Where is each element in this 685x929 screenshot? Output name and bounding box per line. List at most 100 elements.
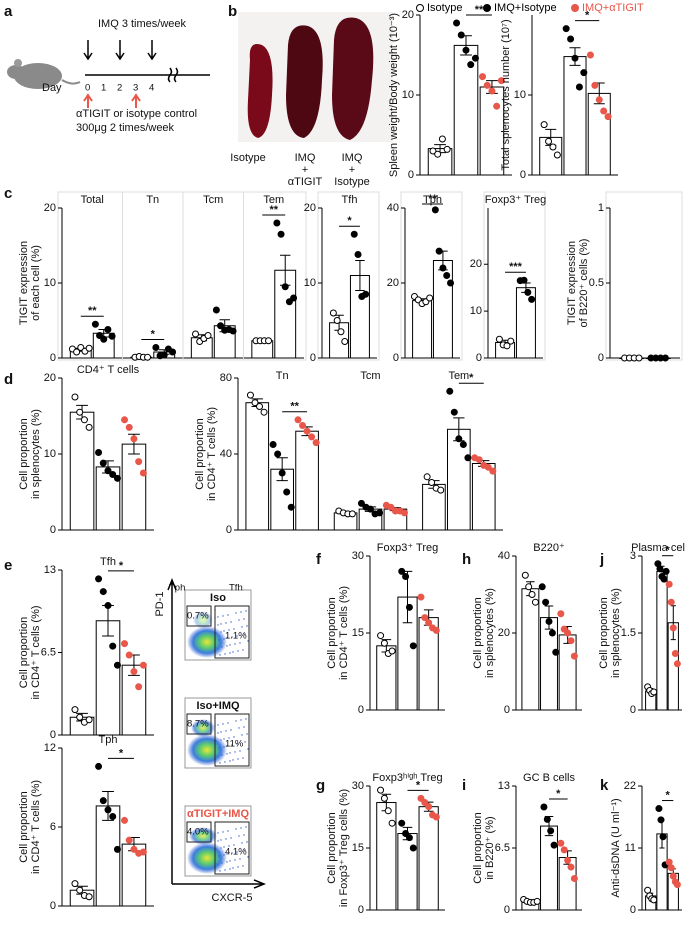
data-point [428, 479, 436, 486]
data-point [76, 713, 84, 721]
y-axis-label: of B220⁺ cells (%) [578, 239, 590, 328]
event-dot [221, 754, 223, 756]
event-dot [240, 719, 242, 721]
data-point [503, 342, 511, 350]
y-tick-label: 30 [352, 780, 364, 792]
event-dot [216, 755, 218, 757]
y-tick-label: 12 [44, 742, 56, 754]
axis-arrow [167, 577, 267, 889]
event-dot [238, 727, 240, 729]
event-dot [216, 863, 218, 865]
data-point [557, 839, 565, 847]
data-point [95, 448, 103, 456]
data-point [421, 614, 429, 622]
data-point [417, 593, 425, 601]
event-dot [226, 753, 228, 755]
event-dot [228, 737, 230, 739]
event-dot [219, 762, 221, 764]
data-point [121, 816, 129, 824]
y-tick-label: 10 [402, 89, 414, 101]
significance: * [666, 789, 671, 801]
event-dot [219, 654, 221, 656]
y-tick-label: 30 [352, 550, 364, 562]
data-point [71, 880, 79, 888]
event-dot [232, 759, 234, 761]
panel-label: g [316, 777, 325, 794]
frame [317, 191, 380, 361]
density [189, 827, 217, 845]
y-tick-label: 0 [520, 169, 526, 181]
photo-label: Isotype [230, 152, 265, 164]
data-point [273, 219, 281, 227]
y-tick-label: 40 [498, 550, 510, 562]
error-bar [355, 260, 365, 291]
data-point [580, 69, 588, 77]
data-point [446, 387, 454, 395]
y-tick-label: 1 [598, 202, 604, 214]
data-point [405, 834, 413, 842]
bar [95, 620, 121, 736]
percentage: 11% [225, 739, 244, 750]
y-tick-label: 6 [50, 821, 56, 833]
event-dot [233, 736, 235, 738]
event-dot [229, 860, 231, 862]
y-axis-label: Cell proportion [18, 791, 30, 863]
data-point [457, 31, 465, 39]
data-point [567, 35, 575, 43]
data-point [130, 845, 138, 853]
data-point [570, 875, 578, 883]
data-point [538, 583, 546, 591]
data-point [455, 435, 463, 443]
y-axis-label: Cell proportion [598, 597, 610, 669]
photo-label: + [302, 164, 308, 176]
y-tick-label: 40 [220, 448, 232, 460]
data-point [548, 629, 556, 637]
chart-title: B220⁺ [533, 542, 565, 554]
data-point [483, 81, 491, 89]
data-point [260, 408, 268, 416]
data-point [402, 830, 410, 838]
data-point [553, 151, 561, 159]
y-tick-label: 0.5 [589, 277, 604, 289]
data-point [549, 143, 557, 151]
data-point [524, 288, 532, 296]
group-label: Total [81, 194, 104, 206]
event-dot [237, 650, 239, 652]
gate [214, 821, 250, 875]
data-point [398, 567, 406, 575]
axis-label: CXCR-5 [212, 892, 253, 904]
event-dot [218, 747, 220, 749]
bar [95, 805, 121, 907]
data-point [95, 762, 103, 770]
event-dot [217, 840, 219, 842]
data-point [125, 423, 133, 431]
data-point [85, 344, 93, 352]
y-tick-label: 80 [220, 372, 232, 384]
y-tick-label: 6.5 [41, 646, 56, 658]
y-tick-label: 13 [44, 564, 56, 576]
significance: ** [290, 401, 299, 413]
photo-label: Isotype [334, 176, 369, 188]
data-point [113, 474, 121, 482]
event-dot [223, 854, 225, 856]
data-point [251, 399, 259, 407]
event-dot [236, 635, 238, 637]
gate [186, 821, 212, 843]
data-point [665, 858, 673, 866]
event-dot [246, 733, 248, 735]
y-tick-label: 10 [514, 89, 526, 101]
error-bar [276, 457, 288, 482]
data-point [425, 803, 433, 811]
event-dot [245, 610, 247, 612]
y-tick-label: 0 [50, 729, 56, 741]
data-point [277, 230, 285, 238]
y-tick-label: 0 [393, 352, 399, 364]
panel-label: a [4, 3, 13, 20]
event-dot [215, 632, 217, 634]
bar [418, 806, 439, 911]
y-tick-label: 20 [44, 202, 56, 214]
data-point [217, 322, 225, 330]
data-point [545, 617, 553, 625]
event-dot [247, 748, 249, 750]
event-dot [240, 611, 242, 613]
